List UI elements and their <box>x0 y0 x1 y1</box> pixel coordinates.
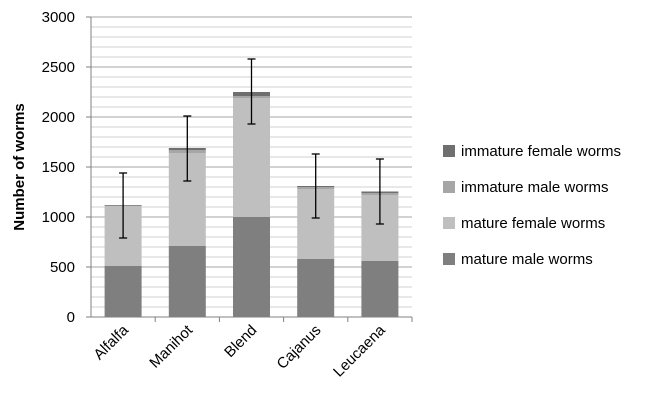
legend-swatch <box>443 145 455 157</box>
bar-segment <box>297 259 335 317</box>
bar-segment <box>361 261 399 317</box>
y-tick-label: 2000 <box>42 109 75 126</box>
bar-segment <box>168 246 206 317</box>
y-tick-label: 500 <box>50 259 75 276</box>
x-tick-label: Alfalfa <box>90 321 132 363</box>
x-tick-label: Manihot <box>146 321 196 371</box>
y-tick-label: 1500 <box>42 159 75 176</box>
y-tick-labels: 0 500 1000 1500 2000 2500 3000 <box>42 9 75 326</box>
x-tick-labels: Alfalfa Manihot Blend Cajanus Leucaena <box>90 321 389 380</box>
x-tick-label: Blend <box>221 322 260 361</box>
bars <box>104 92 399 317</box>
legend-label: mature female worms <box>461 215 605 232</box>
legend-swatch <box>443 217 455 229</box>
x-tick-label: Leucaena <box>330 321 389 380</box>
bar-segment <box>104 266 142 317</box>
y-axis-label: Number of worms <box>11 103 28 231</box>
legend-swatch <box>443 253 455 265</box>
error-bars <box>119 58 384 239</box>
legend-label: immature female worms <box>461 143 621 160</box>
y-tick-label: 0 <box>67 309 75 326</box>
x-tick-label: Cajanus <box>274 322 325 373</box>
legend-swatch <box>443 181 455 193</box>
y-tick-label: 3000 <box>42 9 75 26</box>
y-tick-label: 2500 <box>42 59 75 76</box>
y-tick-label: 1000 <box>42 209 75 226</box>
legend-label: immature male worms <box>461 179 609 196</box>
legend-label: mature male worms <box>461 251 593 268</box>
axes <box>86 16 413 322</box>
legend: immature female worms immature male worms… <box>443 143 621 268</box>
bar-segment <box>233 217 270 317</box>
